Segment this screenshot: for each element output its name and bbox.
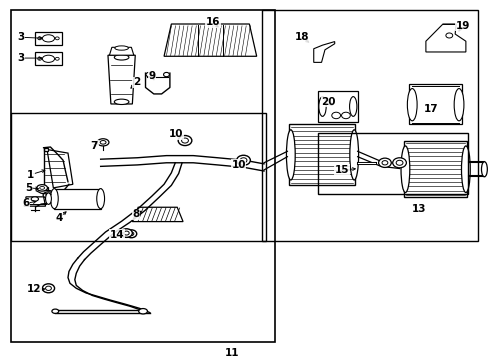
Polygon shape [24, 197, 45, 206]
Ellipse shape [45, 193, 51, 204]
Ellipse shape [461, 146, 469, 193]
Text: 2: 2 [132, 77, 140, 87]
Text: 11: 11 [224, 348, 239, 358]
Ellipse shape [43, 192, 54, 198]
Text: 14: 14 [109, 230, 124, 239]
Ellipse shape [114, 99, 129, 104]
Ellipse shape [97, 139, 109, 146]
Ellipse shape [146, 72, 152, 77]
Bar [289, 125, 354, 185]
Polygon shape [35, 32, 62, 45]
Text: 6: 6 [22, 198, 30, 208]
Ellipse shape [55, 57, 59, 60]
Text: 8: 8 [132, 209, 140, 219]
Bar [317, 132, 467, 194]
Polygon shape [108, 55, 135, 104]
Text: 17: 17 [423, 104, 437, 114]
Polygon shape [317, 91, 357, 122]
Ellipse shape [46, 194, 51, 197]
Text: 20: 20 [321, 97, 335, 107]
Bar [54, 189, 101, 209]
Bar [261, 10, 477, 241]
Polygon shape [313, 41, 334, 62]
Ellipse shape [378, 158, 390, 167]
Ellipse shape [407, 89, 416, 121]
Ellipse shape [42, 55, 55, 62]
Text: 3: 3 [18, 32, 25, 42]
Ellipse shape [178, 135, 191, 145]
Ellipse shape [50, 189, 58, 209]
Ellipse shape [286, 130, 295, 180]
Text: 9: 9 [148, 71, 155, 81]
Polygon shape [408, 84, 462, 125]
Text: 1: 1 [27, 170, 35, 180]
Polygon shape [43, 148, 48, 150]
Polygon shape [425, 24, 465, 52]
Text: 15: 15 [334, 165, 348, 175]
Text: 16: 16 [205, 17, 220, 27]
Ellipse shape [114, 55, 129, 60]
Text: 7: 7 [90, 141, 98, 151]
Ellipse shape [121, 229, 132, 237]
Bar [403, 140, 467, 197]
Text: 4: 4 [56, 213, 63, 222]
Ellipse shape [341, 112, 349, 119]
Text: 10: 10 [231, 159, 245, 170]
Ellipse shape [38, 57, 41, 60]
Ellipse shape [349, 96, 356, 116]
Ellipse shape [181, 138, 188, 143]
Polygon shape [109, 47, 134, 55]
Ellipse shape [38, 37, 41, 40]
Ellipse shape [240, 158, 246, 163]
Polygon shape [35, 52, 62, 65]
Ellipse shape [123, 231, 129, 235]
Text: 3: 3 [18, 53, 25, 63]
Ellipse shape [163, 72, 169, 77]
Polygon shape [47, 149, 73, 188]
Text: 5: 5 [25, 183, 33, 193]
Ellipse shape [115, 46, 128, 50]
Ellipse shape [31, 197, 39, 201]
Ellipse shape [381, 161, 387, 165]
Text: 10: 10 [169, 129, 183, 139]
Ellipse shape [129, 232, 134, 235]
Text: 12: 12 [26, 284, 41, 294]
Ellipse shape [400, 146, 409, 193]
Ellipse shape [481, 162, 487, 177]
Ellipse shape [100, 140, 106, 144]
Ellipse shape [97, 189, 104, 209]
Ellipse shape [42, 35, 55, 42]
Ellipse shape [139, 309, 147, 314]
Text: 19: 19 [455, 21, 469, 31]
Ellipse shape [45, 286, 51, 291]
Ellipse shape [37, 185, 47, 191]
Text: 18: 18 [294, 32, 308, 42]
Polygon shape [43, 187, 48, 190]
Text: 13: 13 [411, 204, 426, 215]
Ellipse shape [331, 112, 340, 119]
Polygon shape [132, 207, 183, 222]
Ellipse shape [392, 158, 406, 168]
Ellipse shape [445, 33, 452, 38]
Ellipse shape [52, 309, 59, 314]
Ellipse shape [55, 37, 59, 40]
Ellipse shape [40, 186, 44, 189]
Ellipse shape [395, 160, 402, 165]
Polygon shape [163, 24, 256, 56]
Ellipse shape [318, 96, 325, 116]
Ellipse shape [349, 130, 358, 180]
Bar [11, 10, 274, 342]
Ellipse shape [126, 230, 137, 238]
Ellipse shape [236, 155, 250, 165]
Bar [11, 113, 266, 241]
Ellipse shape [42, 284, 55, 293]
Ellipse shape [453, 89, 463, 121]
